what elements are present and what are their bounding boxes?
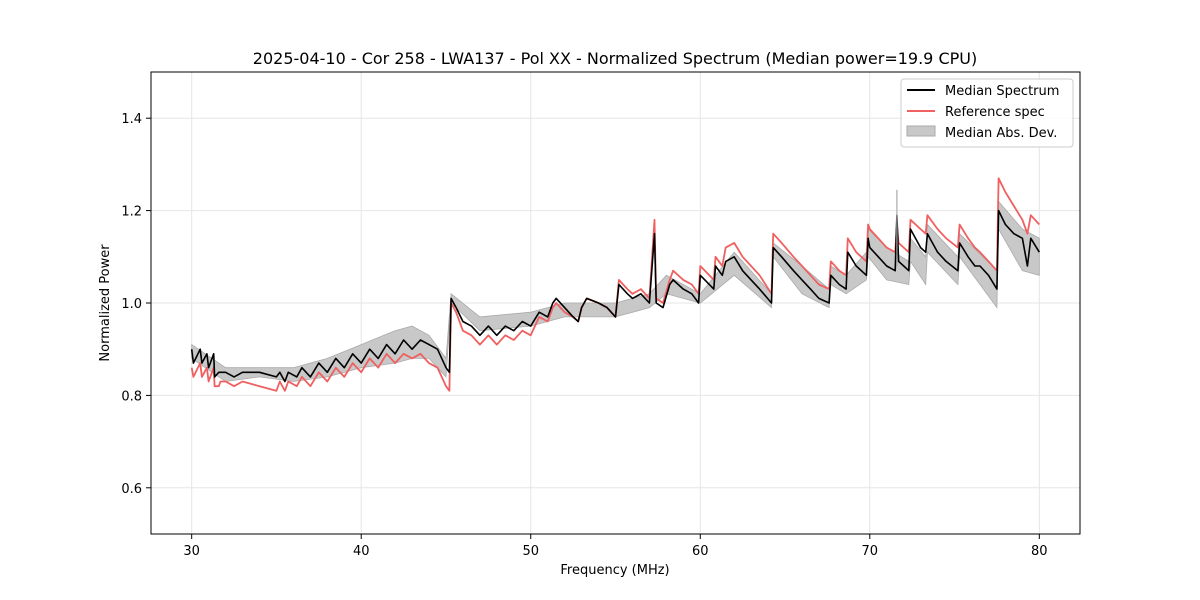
axes: 30 40 50 60 70 80 0.6 0.8 1.0 1.2 1.4: [121, 71, 1081, 559]
reference-spectrum-line: [190, 177, 1040, 392]
legend-reference-label: Reference spec: [945, 105, 1045, 120]
x-tick-label: 40: [353, 544, 370, 559]
legend-mad-swatch: [906, 125, 936, 137]
y-tick-label: 0.6: [121, 482, 142, 497]
y-tick-label: 1.2: [121, 205, 142, 220]
median-spectrum-line: [190, 209, 1040, 383]
legend: Median Spectrum Reference spec Median Ab…: [900, 78, 1074, 148]
legend-box: [900, 78, 1074, 148]
chart-title: 2025-04-10 - Cor 258 - LWA137 - Pol XX -…: [253, 49, 977, 68]
legend-median-label: Median Spectrum: [945, 84, 1059, 99]
mad-band: [191, 200, 1040, 382]
y-tick-label: 0.8: [121, 389, 142, 404]
legend-mad-label: Median Abs. Dev.: [945, 126, 1057, 141]
series-layer: [190, 177, 1040, 392]
y-tick-label: 1.4: [121, 112, 142, 127]
x-tick-label: 70: [862, 544, 879, 559]
x-tick-label: 30: [183, 544, 200, 559]
x-tick-label: 60: [692, 544, 709, 559]
y-tick-label: 1.0: [121, 297, 142, 312]
y-axis-label: Normalized Power: [98, 244, 113, 362]
mad-band-layer: [191, 200, 1040, 382]
x-tick-label: 80: [1031, 544, 1048, 559]
x-tick-label: 50: [522, 544, 539, 559]
x-axis-label: Frequency (MHz): [560, 563, 669, 578]
